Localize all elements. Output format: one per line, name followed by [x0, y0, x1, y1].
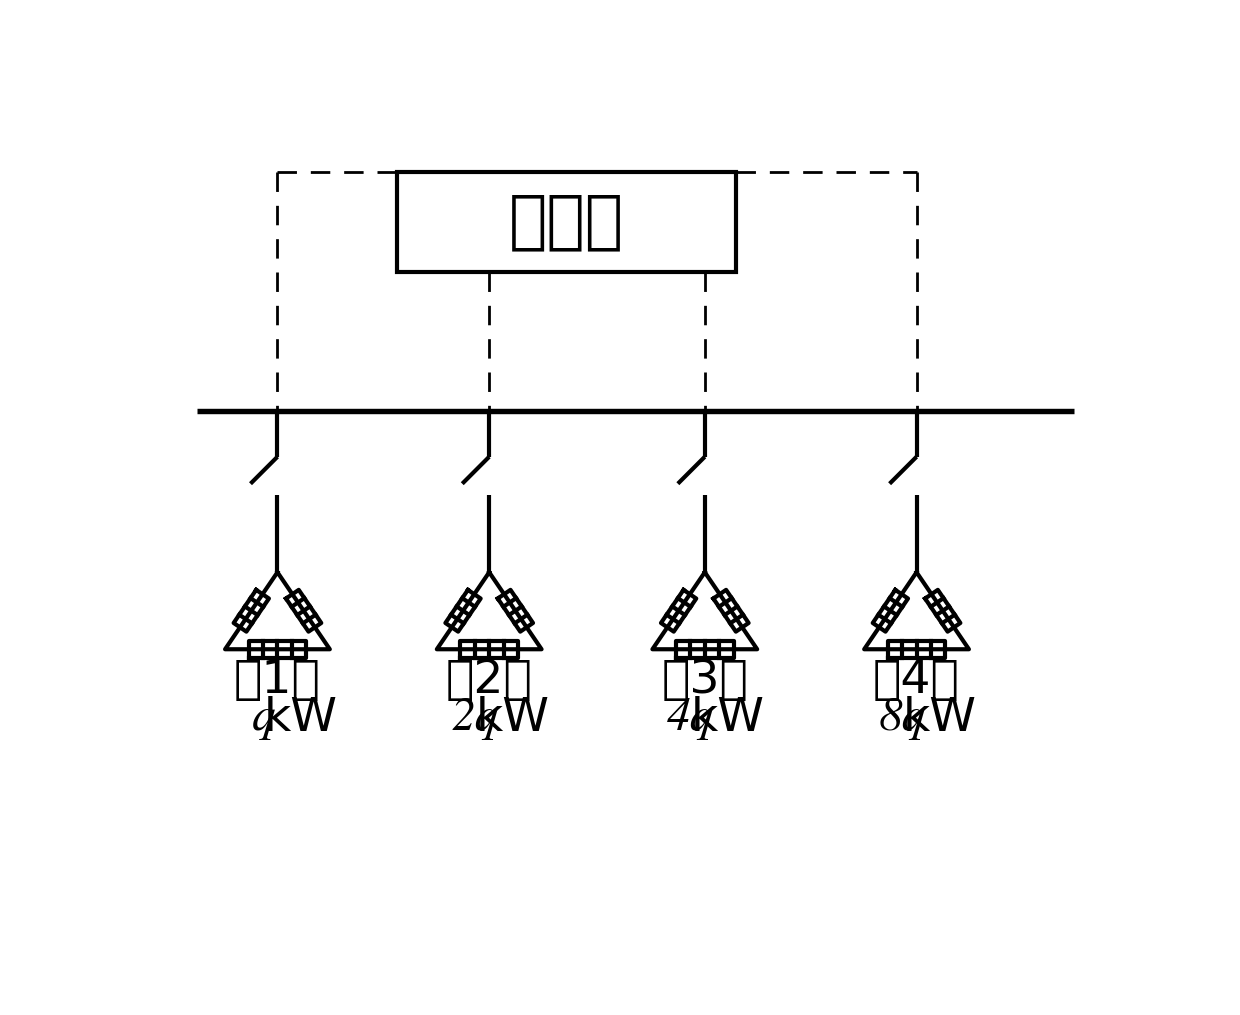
- Text: 第3组: 第3组: [661, 658, 748, 702]
- Text: 2q: 2q: [451, 697, 498, 740]
- Text: 第4组: 第4组: [873, 658, 960, 702]
- Text: kW: kW: [691, 696, 765, 741]
- Bar: [397, 172, 735, 272]
- Text: 4q: 4q: [667, 697, 714, 740]
- Text: kW: kW: [475, 696, 549, 741]
- Text: kW: kW: [903, 696, 977, 741]
- Text: q: q: [252, 697, 275, 740]
- Text: 控制器: 控制器: [508, 191, 624, 253]
- Text: 8q: 8q: [879, 697, 926, 740]
- Text: 第2组: 第2组: [445, 658, 533, 702]
- Text: kW: kW: [264, 696, 337, 741]
- Text: 第1组: 第1组: [234, 658, 321, 702]
